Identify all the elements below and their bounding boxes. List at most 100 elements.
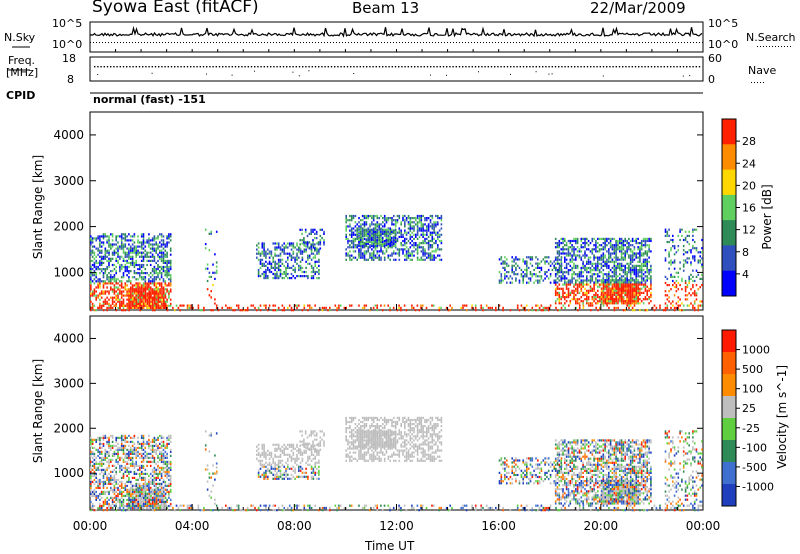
power-cell xyxy=(651,306,654,309)
power-cell xyxy=(575,302,577,305)
power-cell xyxy=(664,234,667,237)
power-cell xyxy=(404,214,406,218)
nsearch-dot xyxy=(243,42,244,43)
power-cell xyxy=(610,281,612,284)
power-cell xyxy=(276,266,278,269)
power-cell xyxy=(204,243,207,246)
power-cell xyxy=(431,237,434,240)
power-cell xyxy=(538,271,541,274)
power-cell xyxy=(361,223,364,226)
power-cell xyxy=(168,296,170,299)
power-cell xyxy=(376,217,379,220)
power-cell xyxy=(648,244,650,247)
power-cell xyxy=(376,223,379,226)
power-cell xyxy=(347,242,349,245)
power-cell xyxy=(635,256,637,259)
power-cell xyxy=(308,306,311,309)
nsearch-dot xyxy=(129,42,130,43)
power-cell xyxy=(393,214,395,218)
power-cell xyxy=(575,289,577,292)
power-cell xyxy=(693,240,696,244)
power-cell xyxy=(611,246,614,249)
nsearch-dot xyxy=(441,42,442,43)
power-cell xyxy=(411,304,413,307)
freq-dot xyxy=(526,66,528,68)
power-cell xyxy=(130,302,132,305)
power-cell xyxy=(650,269,652,272)
power-cell xyxy=(681,234,683,237)
power-cell xyxy=(586,296,588,299)
power-cell xyxy=(564,248,566,251)
power-cell xyxy=(316,242,318,245)
power-cell xyxy=(400,244,402,247)
freq-dot xyxy=(436,66,438,68)
velocity-cell xyxy=(90,470,92,473)
cpid-label: CPID xyxy=(6,89,36,102)
power-cell xyxy=(668,300,670,303)
power-cell xyxy=(693,228,696,231)
power-cell xyxy=(142,255,145,258)
power-cell xyxy=(567,283,570,286)
power-cell xyxy=(558,293,561,297)
velocity-cell xyxy=(100,492,103,495)
power-cell xyxy=(287,306,289,309)
power-cell xyxy=(526,268,528,272)
velocity-cell xyxy=(113,480,116,483)
power-cell xyxy=(619,258,621,261)
power-cell xyxy=(673,267,676,270)
power-cell xyxy=(416,237,419,240)
freq-dot xyxy=(305,66,307,68)
power-cell xyxy=(640,252,643,255)
power-cell xyxy=(608,264,610,267)
power-cell xyxy=(648,296,650,299)
power-cell xyxy=(394,242,397,246)
power-cell xyxy=(420,221,423,224)
power-cell xyxy=(576,273,579,276)
power-cell xyxy=(640,254,643,257)
power-cell xyxy=(160,282,163,285)
power-cell xyxy=(433,223,435,226)
power-cell xyxy=(567,273,570,276)
power-cell xyxy=(329,309,331,312)
power-cell xyxy=(416,244,419,247)
power-cell xyxy=(682,253,685,256)
power-cell xyxy=(133,235,136,238)
power-cell xyxy=(622,302,625,305)
power-cell xyxy=(363,242,366,246)
power-cell xyxy=(404,248,406,251)
power-cell xyxy=(372,219,375,222)
power-cell xyxy=(360,240,362,243)
power-cell xyxy=(113,251,116,254)
power-cell xyxy=(597,256,599,259)
power-cell xyxy=(637,264,639,267)
power-cell xyxy=(391,252,393,255)
power-cell xyxy=(206,279,209,283)
nsearch-dot xyxy=(459,42,460,43)
velocity-cell xyxy=(113,496,116,499)
power-cell xyxy=(257,242,260,245)
power-cell xyxy=(305,248,307,251)
power-cell xyxy=(633,266,636,270)
power-cell xyxy=(358,244,360,248)
power-cell xyxy=(110,259,112,262)
power-cell xyxy=(385,230,388,233)
power-cell xyxy=(615,266,617,270)
power-cell xyxy=(97,280,99,283)
power-cell xyxy=(323,306,326,309)
power-cell xyxy=(644,287,647,290)
power-cell xyxy=(597,289,599,292)
power-cell xyxy=(602,281,605,284)
power-cell xyxy=(407,231,410,234)
power-cell xyxy=(142,286,145,289)
power-cell xyxy=(673,281,676,285)
power-cell xyxy=(672,304,674,307)
power-cell xyxy=(117,294,119,297)
velocity-cell xyxy=(99,486,101,489)
power-cell xyxy=(217,309,220,312)
power-cell xyxy=(115,272,117,275)
power-cell xyxy=(106,239,108,242)
power-cell xyxy=(279,248,282,251)
power-cell xyxy=(148,298,150,301)
nave-dot xyxy=(689,75,691,77)
power-cell xyxy=(631,266,634,270)
